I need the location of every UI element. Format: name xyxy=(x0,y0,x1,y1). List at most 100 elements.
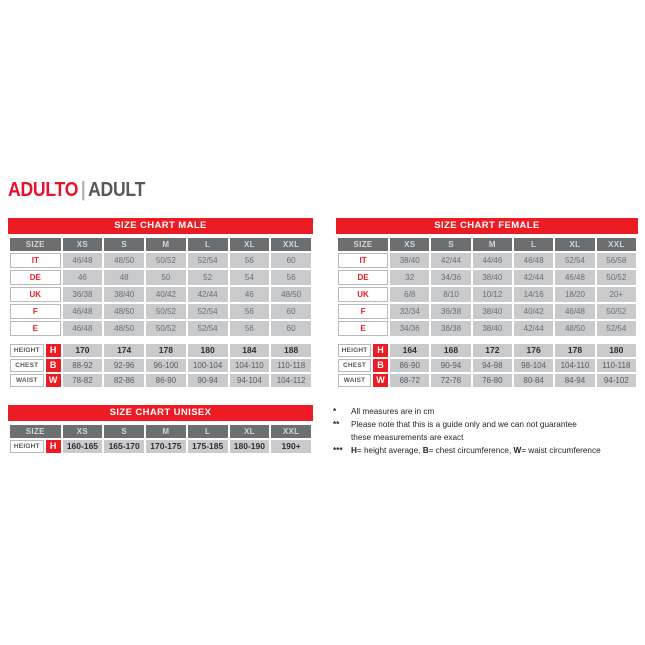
cell-value: 168 xyxy=(431,344,471,357)
measure-name: HEIGHT xyxy=(10,344,44,357)
table-row: HEIGHT H 170 174 178 180 184 188 xyxy=(10,344,311,357)
measure-label-waist: WAIST W xyxy=(338,374,389,387)
cell-value: 60 xyxy=(271,321,311,336)
cell-value: 54 xyxy=(229,270,270,285)
cell-value: 96-100 xyxy=(146,359,186,372)
table-section-gap xyxy=(338,338,636,342)
cell-value: 92-96 xyxy=(104,359,145,372)
note-text: All measures are in cm xyxy=(351,407,435,416)
cell-value: 18/20 xyxy=(555,287,595,302)
cell-value: 100-104 xyxy=(187,359,228,372)
column-header-xxl: XXL xyxy=(271,238,311,251)
chart-title-male: SIZE CHART MALE xyxy=(8,218,313,234)
column-header-xs: XS xyxy=(62,238,103,251)
table-header-row: SIZE XS S M L XL XXL xyxy=(10,425,311,438)
table-body-female: SIZE XS S M L XL XXL IT 38/40 42/44 44/46 46/48 52/5… xyxy=(338,238,636,387)
cell-value: 38/40 xyxy=(472,321,512,336)
cell-value: 56 xyxy=(229,321,270,336)
cell-value: 48 xyxy=(104,270,145,285)
chart-title-unisex: SIZE CHART UNISEX xyxy=(8,405,313,421)
cell-value: 170 xyxy=(62,344,103,357)
cell-value: 178 xyxy=(146,344,186,357)
cell-value: 42/44 xyxy=(431,253,471,268)
cell-value: 56/58 xyxy=(596,253,636,268)
cell-value: 165-170 xyxy=(104,440,145,453)
cell-value: 38/40 xyxy=(104,287,145,302)
table-row: UK 6/8 8/10 10/12 14/16 18/20 20+ xyxy=(338,287,636,302)
cell-value: 72-76 xyxy=(431,374,471,387)
column-header-size: SIZE xyxy=(10,425,61,438)
cell-value: 164 xyxy=(390,344,430,357)
cell-value: 80-84 xyxy=(513,374,554,387)
cell-value: 190+ xyxy=(271,440,311,453)
cell-value: 180 xyxy=(187,344,228,357)
cell-value: 50/52 xyxy=(596,304,636,319)
table-row: HEIGHT H 160-165 165-170 170-175 175-185 180-1… xyxy=(10,440,311,453)
chart-title-female: SIZE CHART FEMALE xyxy=(336,218,638,234)
measure-label-height: HEIGHT H xyxy=(338,344,389,357)
table-row: HEIGHT H 164 168 172 176 178 180 xyxy=(338,344,636,357)
cell-value: 188 xyxy=(271,344,311,357)
cell-value: 40/42 xyxy=(146,287,186,302)
cell-value: 42/44 xyxy=(187,287,228,302)
note-text: H= height average, B= chest circumferenc… xyxy=(351,446,601,455)
cell-value: 32/34 xyxy=(390,304,430,319)
cell-value: 104-112 xyxy=(271,374,311,387)
table-body-male: SIZE XS S M L XL XXL IT 46/48 48/50 50/52 52/54 56 60… xyxy=(10,238,311,387)
size-table-unisex: SIZE XS S M L XL XXL HEIGHT H 160-165 165-170 170-1… xyxy=(8,423,313,455)
size-table-male: SIZE XS S M L XL XXL IT 46/48 48/50 50/52 52/54 56 60… xyxy=(8,236,313,389)
cell-value: 36/38 xyxy=(431,304,471,319)
cell-value: 160-165 xyxy=(62,440,103,453)
cell-value: 8/10 xyxy=(431,287,471,302)
spacer xyxy=(338,338,636,342)
size-chart-male: SIZE CHART MALE SIZE XS S M L XL XXL IT 46/48 48/… xyxy=(8,218,313,389)
cell-value: 20+ xyxy=(596,287,636,302)
cell-value: 38/40 xyxy=(472,304,512,319)
cell-value: 78-82 xyxy=(62,374,103,387)
cell-value: 48/50 xyxy=(104,321,145,336)
measure-label-chest: CHEST B xyxy=(338,359,389,372)
page-title: ADULTO | ADULT xyxy=(8,179,145,201)
cell-value: 48/50 xyxy=(555,321,595,336)
cell-value: 174 xyxy=(104,344,145,357)
page-title-separator: | xyxy=(80,179,86,201)
column-header-xl: XL xyxy=(555,238,595,251)
measure-label-wrap: WAIST W xyxy=(338,374,389,387)
cell-value: 60 xyxy=(271,304,311,319)
cell-value: 82-86 xyxy=(104,374,145,387)
cell-value: 52/54 xyxy=(555,253,595,268)
measure-label-height: HEIGHT H xyxy=(10,344,61,357)
column-header-xxl: XXL xyxy=(596,238,636,251)
note-marker: * xyxy=(333,407,337,416)
row-label-e: E xyxy=(10,321,61,336)
cell-value: 52/54 xyxy=(187,321,228,336)
page-title-primary: ADULTO xyxy=(8,179,79,201)
row-label-de: DE xyxy=(338,270,389,285)
table-section-gap xyxy=(10,338,311,342)
size-chart-female: SIZE CHART FEMALE SIZE XS S M L XL XXL IT 38/40 4… xyxy=(336,218,638,389)
cell-value: 86-90 xyxy=(390,359,430,372)
cell-value: 44/46 xyxy=(472,253,512,268)
measure-badge-w: W xyxy=(373,374,389,387)
cell-value: 50/52 xyxy=(146,304,186,319)
table-header-row: SIZE XS S M L XL XXL xyxy=(10,238,311,251)
table-row: E 34/36 36/38 38/40 42/44 48/50 52/54 xyxy=(338,321,636,336)
measure-label-wrap: WAIST W xyxy=(10,374,61,387)
table-row: F 32/34 36/38 38/40 40/42 46/48 50/52 xyxy=(338,304,636,319)
cell-value: 46/48 xyxy=(555,304,595,319)
note-marker: ** xyxy=(333,420,340,429)
table-row: CHEST B 88-92 92-96 96-100 100-104 104-110 110-… xyxy=(10,359,311,372)
cell-value: 94-102 xyxy=(596,374,636,387)
measure-name: CHEST xyxy=(338,359,372,372)
cell-value: 14/16 xyxy=(513,287,554,302)
cell-value: 86-90 xyxy=(146,374,186,387)
cell-value: 176 xyxy=(513,344,554,357)
cell-value: 56 xyxy=(271,270,311,285)
measure-label-chest: CHEST B xyxy=(10,359,61,372)
page-title-secondary: ADULT xyxy=(88,179,146,201)
row-label-uk: UK xyxy=(338,287,389,302)
row-label-f: F xyxy=(338,304,389,319)
measure-badge-h: H xyxy=(45,440,61,453)
cell-value: 46/48 xyxy=(62,321,103,336)
cell-value: 172 xyxy=(472,344,512,357)
